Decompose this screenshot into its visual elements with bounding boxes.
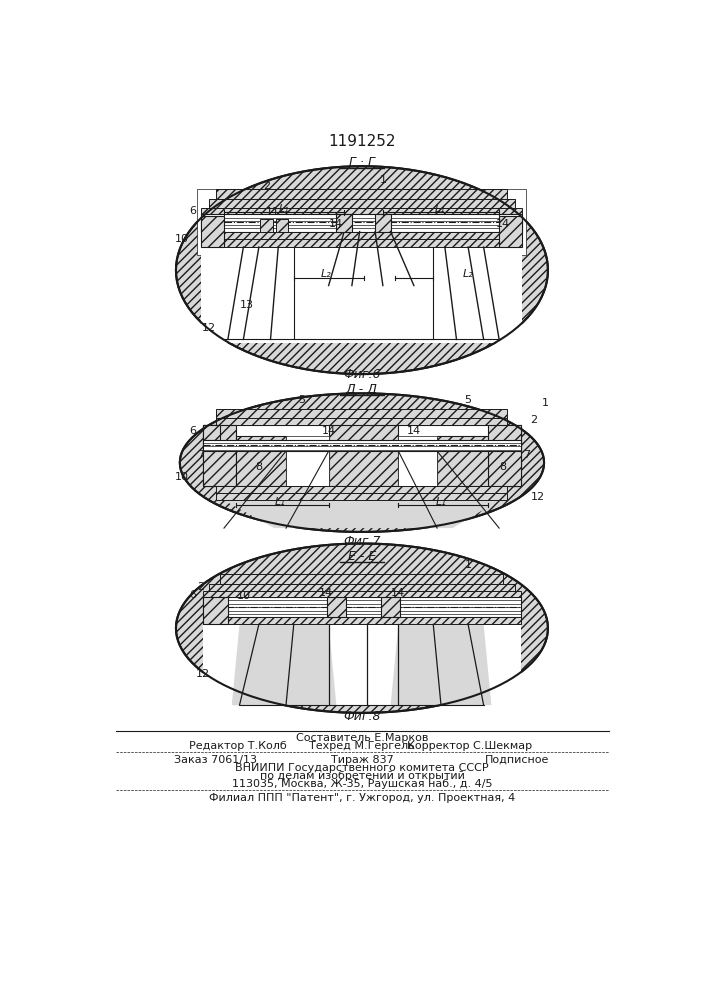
Text: L₂: L₂	[463, 269, 474, 279]
Polygon shape	[203, 425, 521, 486]
Polygon shape	[286, 436, 329, 486]
Text: 7: 7	[197, 450, 204, 460]
Text: 1: 1	[464, 560, 472, 570]
Text: Филиал ППП "Патент", г. Ужгород, ул. Проектная, 4: Филиал ППП "Патент", г. Ужгород, ул. Про…	[209, 793, 515, 803]
Text: ВНИИПИ Государственного комитета СССР: ВНИИПИ Государственного комитета СССР	[235, 763, 489, 773]
Polygon shape	[203, 425, 220, 440]
Polygon shape	[232, 624, 293, 705]
Text: 8: 8	[499, 462, 506, 472]
Text: 1: 1	[542, 398, 549, 408]
Text: 6: 6	[189, 590, 197, 600]
Text: Фиг.7: Фиг.7	[343, 535, 380, 548]
Polygon shape	[203, 425, 235, 486]
Text: Составитель Е.Марков: Составитель Е.Марков	[296, 733, 428, 743]
Text: Техред М.Гергель: Техред М.Гергель	[309, 741, 415, 751]
Polygon shape	[203, 617, 521, 624]
Text: Подписное: Подписное	[485, 755, 549, 765]
Text: 10: 10	[175, 472, 188, 482]
Text: 14: 14	[322, 426, 336, 436]
Polygon shape	[203, 597, 521, 617]
Polygon shape	[375, 214, 391, 232]
Polygon shape	[203, 591, 521, 597]
Text: Тираж 837: Тираж 837	[331, 755, 393, 765]
Polygon shape	[327, 597, 346, 617]
Text: 2: 2	[263, 181, 270, 191]
Text: Корректор С.Шекмар: Корректор С.Шекмар	[407, 741, 532, 751]
Polygon shape	[499, 216, 522, 247]
Text: Заказ 7061/13: Заказ 7061/13	[174, 755, 257, 765]
Text: 8: 8	[255, 462, 262, 472]
Polygon shape	[220, 574, 503, 584]
Polygon shape	[203, 440, 521, 451]
Text: 1: 1	[380, 175, 386, 185]
Polygon shape	[398, 436, 437, 486]
Text: 2: 2	[530, 415, 537, 425]
Polygon shape	[209, 584, 515, 591]
Polygon shape	[209, 199, 515, 208]
Text: 7: 7	[522, 450, 530, 460]
Text: L₁: L₁	[435, 204, 445, 214]
Text: Фиг.8: Фиг.8	[343, 710, 380, 723]
Polygon shape	[276, 219, 288, 232]
Polygon shape	[381, 597, 400, 617]
Polygon shape	[201, 247, 522, 343]
Polygon shape	[216, 493, 507, 500]
Text: L₁: L₁	[279, 204, 289, 214]
Text: 6: 6	[189, 206, 197, 216]
Polygon shape	[176, 544, 548, 713]
Polygon shape	[279, 624, 337, 705]
Polygon shape	[337, 214, 352, 232]
Polygon shape	[201, 216, 224, 247]
Text: 10: 10	[175, 234, 188, 244]
Polygon shape	[489, 425, 521, 486]
Polygon shape	[180, 393, 544, 532]
Polygon shape	[329, 425, 398, 486]
Text: 14: 14	[496, 219, 510, 229]
Text: Г · Г: Г · Г	[349, 156, 375, 169]
Polygon shape	[216, 418, 507, 425]
Text: 12: 12	[196, 669, 210, 679]
Polygon shape	[433, 624, 491, 705]
Polygon shape	[391, 624, 449, 705]
Polygon shape	[235, 436, 286, 486]
Polygon shape	[203, 624, 521, 705]
Polygon shape	[216, 189, 507, 199]
Text: 14: 14	[391, 588, 405, 598]
Polygon shape	[201, 214, 522, 232]
Polygon shape	[203, 597, 228, 624]
Polygon shape	[203, 239, 521, 247]
Text: 14: 14	[329, 219, 344, 229]
Polygon shape	[201, 232, 522, 239]
Polygon shape	[176, 166, 548, 374]
Text: 1191252: 1191252	[328, 134, 396, 149]
Polygon shape	[437, 436, 489, 486]
Text: 12: 12	[531, 492, 545, 502]
Text: 14: 14	[407, 426, 421, 436]
Text: 10: 10	[236, 591, 250, 601]
Text: Д - Д: Д - Д	[346, 383, 378, 396]
Polygon shape	[216, 409, 507, 418]
Polygon shape	[197, 189, 526, 255]
Polygon shape	[201, 208, 522, 214]
Text: Фиг.6: Фиг.6	[343, 368, 380, 381]
Polygon shape	[260, 219, 273, 232]
Text: L₁: L₁	[275, 497, 286, 507]
Text: 13: 13	[240, 300, 255, 310]
Text: L₂: L₂	[321, 269, 332, 279]
Text: 2: 2	[197, 582, 204, 592]
Text: Редактор Т.Колб: Редактор Т.Колб	[189, 741, 287, 751]
Text: 12: 12	[201, 323, 216, 333]
Polygon shape	[216, 486, 507, 493]
Text: L₁: L₁	[436, 497, 446, 507]
Text: 5: 5	[298, 395, 305, 405]
Text: 6: 6	[189, 426, 197, 436]
Text: 113035, Москва, Ж-35, Раушская наб., д. 4/5: 113035, Москва, Ж-35, Раушская наб., д. …	[232, 779, 492, 789]
Text: Е - Е: Е - Е	[348, 550, 376, 563]
Text: по делам изобретений и открытий: по делам изобретений и открытий	[259, 771, 464, 781]
Polygon shape	[224, 500, 499, 528]
Text: 5: 5	[464, 395, 472, 405]
Text: 14: 14	[320, 588, 334, 598]
Text: 11: 11	[266, 207, 280, 217]
